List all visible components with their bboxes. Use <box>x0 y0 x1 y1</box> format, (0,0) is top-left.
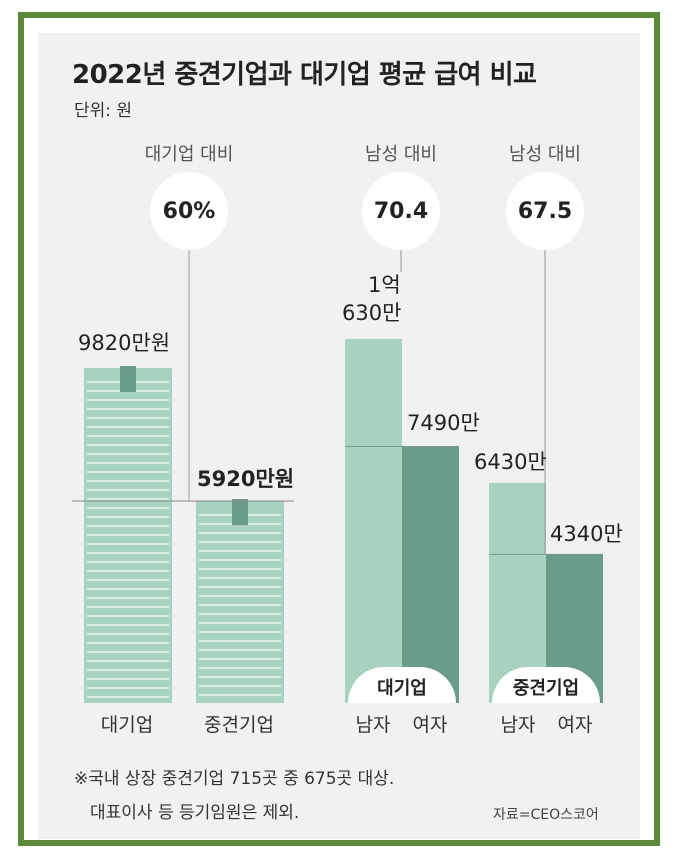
bar-mid-men <box>489 482 546 703</box>
unit-label: 단위: 원 <box>74 101 133 121</box>
comparison-badge-3: 67.5 <box>506 172 584 250</box>
x-label-men-1: 남자 <box>355 714 391 736</box>
chart-title: 2022년 중견기업과 대기업 평균 급여 비교 <box>72 60 537 90</box>
footnote-line-2: 대표이사 등 등기임원은 제외. <box>90 803 300 823</box>
comparison-caption-2: 남성 대비 <box>365 144 437 165</box>
footnote-line-1: ※국내 상장 중견기업 715곳 중 675곳 대상. <box>74 769 395 789</box>
x-label-men-2: 남자 <box>500 714 536 736</box>
group-pill-mid <box>492 667 600 703</box>
bar-mid-stripes <box>199 514 281 697</box>
comparison-caption-1: 대기업 대비 <box>144 144 234 165</box>
value-label-mid-men: 6430만 <box>474 450 547 474</box>
value-label-large-men-line2: 630만 <box>342 301 402 325</box>
value-label-large-women: 7490만 <box>407 411 480 435</box>
group-pill-large <box>348 667 456 703</box>
x-label-mid: 중견기업 <box>204 714 274 736</box>
bar-large-women <box>402 446 459 703</box>
group-label-mid: 중견기업 <box>513 678 579 699</box>
comparison-badge-2: 70.4 <box>362 172 440 250</box>
source-credit: 자료=CEO스코어 <box>493 807 599 823</box>
comparison-badge-1: 60% <box>150 172 228 250</box>
group-label-large: 대기업 <box>377 678 427 699</box>
comparison-caption-3: 남성 대비 <box>509 144 581 165</box>
x-label-women-2: 여자 <box>557 714 593 736</box>
value-label-mid-women: 4340만 <box>550 522 623 546</box>
money-band <box>120 366 136 392</box>
bar-mid-company <box>196 501 284 703</box>
x-label-women-1: 여자 <box>412 714 448 736</box>
money-band <box>232 499 248 526</box>
value-label-large: 9820만원 <box>78 331 171 355</box>
value-label-large-men-line1: 1억 <box>368 273 401 297</box>
bar-mid-band <box>232 499 248 526</box>
value-label-mid: 5920만원 <box>197 467 295 491</box>
bar-large-men <box>345 339 402 703</box>
x-label-large: 대기업 <box>100 714 154 736</box>
bar-large-band <box>120 366 136 392</box>
